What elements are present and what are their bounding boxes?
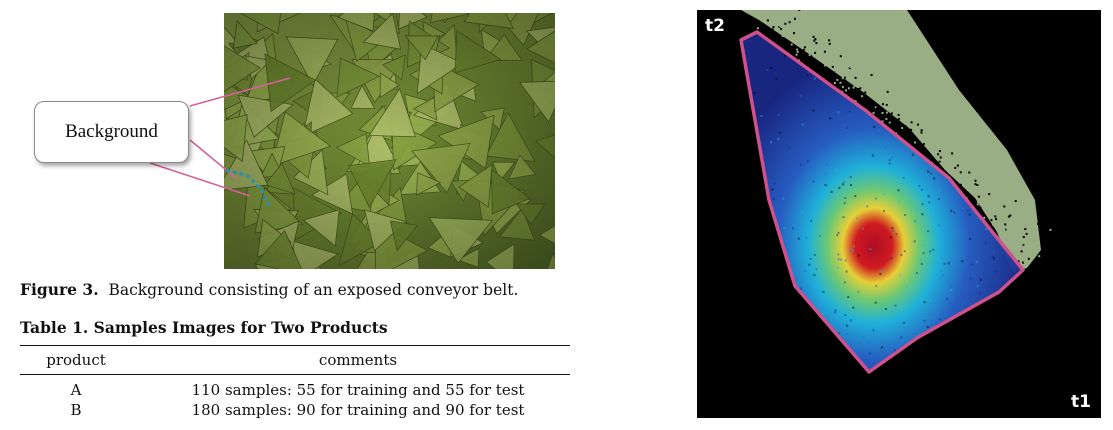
table-title: Table 1. Samples Images for Two Products [20, 318, 388, 337]
table-row-b-product: B [70, 401, 82, 419]
table-header-rule [20, 374, 570, 375]
table-row-b-comments: 180 samples: 90 for training and 90 for … [191, 401, 525, 419]
score-density-plot: t2 t1 [697, 10, 1101, 418]
figure-number: Figure 3. [20, 280, 99, 299]
figure-caption: Figure 3. Background consisting of an ex… [20, 280, 518, 299]
callout-label: Background [65, 121, 158, 142]
figure-caption-text: Background consisting of an exposed conv… [108, 281, 519, 299]
table-header-product: product [46, 351, 106, 369]
mask-region [741, 10, 1041, 272]
background-callout: Background [34, 101, 189, 163]
boundary-polygon [739, 30, 1025, 374]
conveyor-belt-photo [224, 13, 555, 269]
table-header-comments: comments [318, 351, 398, 369]
table-top-rule [20, 345, 570, 346]
table-row-a-comments: 110 samples: 55 for training and 55 for … [191, 381, 525, 399]
y-axis-label: t2 [705, 16, 725, 36]
x-axis-label: t1 [1071, 392, 1091, 412]
table-row-a-product: A [70, 381, 82, 399]
